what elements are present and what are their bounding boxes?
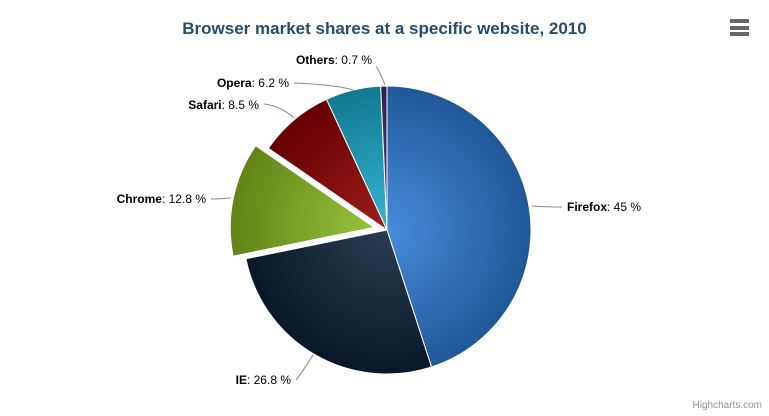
- export-menu-button[interactable]: [730, 19, 749, 36]
- pie-slice-firefox[interactable]: [386, 85, 532, 368]
- data-label-firefox: Firefox: 45 %: [567, 200, 641, 214]
- chart-title: Browser market shares at a specific webs…: [182, 19, 587, 38]
- data-label-safari: Safari: 8.5 %: [188, 98, 259, 112]
- pie-slice-others[interactable]: [380, 85, 388, 231]
- hamburger-icon: [730, 19, 749, 23]
- pie-slice-chrome[interactable]: [229, 145, 375, 257]
- hamburger-icon: [730, 25, 749, 30]
- highcharts-credit-link[interactable]: Highcharts.com: [692, 400, 762, 411]
- label-connector-firefox: [531, 205, 563, 208]
- label-connector-chrome: [210, 197, 232, 200]
- data-label-others: Others: 0.7 %: [296, 53, 372, 67]
- pie-slice-ie[interactable]: [245, 229, 432, 375]
- data-label-ie: IE: 26.8 %: [236, 373, 292, 387]
- label-connector-ie: [295, 354, 314, 381]
- label-connector-opera: [293, 82, 354, 91]
- label-connector-others: [375, 65, 386, 86]
- data-label-opera: Opera: 6.2 %: [217, 76, 289, 90]
- hamburger-icon: [730, 32, 749, 36]
- label-connector-safari: [263, 103, 295, 119]
- data-label-chrome: Chrome: 12.8 %: [117, 192, 207, 206]
